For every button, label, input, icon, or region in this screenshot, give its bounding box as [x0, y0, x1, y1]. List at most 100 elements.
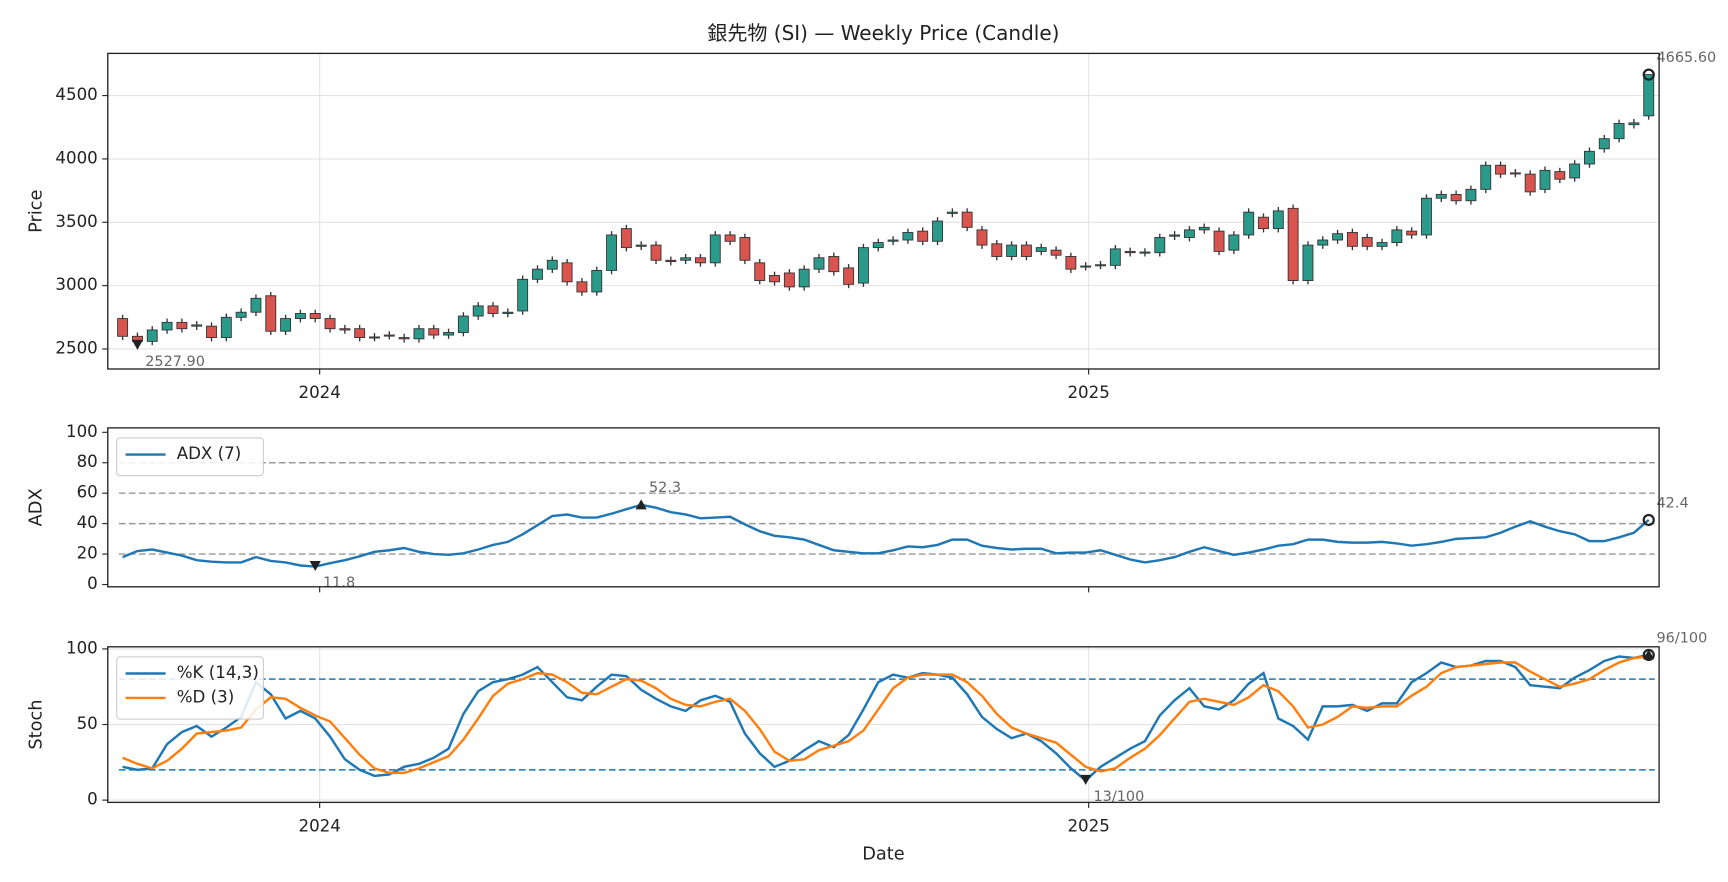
candle-body [872, 242, 884, 249]
candle-body [1346, 231, 1358, 247]
candle-body [635, 244, 647, 247]
y-tick-label: 80 [77, 452, 98, 471]
legend-label: %K (14,3) [177, 663, 259, 682]
candle-body [1495, 164, 1507, 175]
candle-body [1035, 247, 1047, 252]
candle-body [428, 328, 440, 336]
candle-body [502, 311, 514, 314]
annotation: 96/100 [1657, 630, 1708, 646]
candle-body [1213, 230, 1225, 252]
candle-body [561, 262, 573, 283]
y-tick-label: 40 [77, 513, 98, 532]
candle-body [857, 247, 869, 284]
candle-body [1332, 233, 1344, 241]
candle-body [946, 211, 958, 214]
y-tick-label: 4500 [55, 85, 97, 104]
candle-body [1272, 210, 1284, 230]
candle-body [457, 315, 469, 333]
candle-body [1643, 74, 1655, 117]
y-tick-label: 100 [66, 422, 98, 441]
marker-circle [1642, 648, 1655, 662]
candle-body [443, 332, 455, 336]
y-axis-label: Price [26, 190, 47, 233]
candle-body [1302, 244, 1314, 282]
candle-body [1598, 138, 1610, 150]
axes-frame [107, 52, 1660, 370]
x-tick-label: 2025 [1067, 816, 1109, 835]
series-line [122, 655, 1649, 775]
candle-body [1065, 256, 1077, 270]
candle-body [961, 211, 973, 228]
candle-body [932, 220, 943, 242]
candle-body [1509, 172, 1521, 175]
candle-body [280, 318, 292, 332]
x-tick-label: 2025 [1067, 383, 1109, 402]
axes-frame [107, 646, 1660, 804]
candle-body [1154, 237, 1166, 254]
candle-body [695, 257, 706, 264]
candle-body [976, 229, 988, 246]
candle-body [606, 234, 618, 271]
candle-body [1584, 150, 1595, 165]
marker-max [1643, 649, 1655, 660]
candle-body [1020, 244, 1032, 257]
candle-body [1050, 249, 1062, 256]
annotation: 11.8 [323, 575, 355, 591]
candle-body [1539, 169, 1551, 190]
y-tick-label: 100 [66, 638, 98, 657]
candle-body [813, 257, 825, 270]
candle-body [576, 281, 588, 293]
candle-body [339, 328, 351, 331]
series-line [122, 653, 1649, 783]
marker-circle [1642, 513, 1655, 527]
candle-body [191, 324, 203, 327]
candle-body [887, 239, 899, 242]
candle-body [294, 313, 306, 320]
candle-body [1183, 229, 1195, 238]
candle-body [354, 328, 366, 339]
y-tick-label: 0 [87, 574, 98, 593]
marker-circle [1642, 68, 1655, 81]
candle-body [1569, 163, 1581, 179]
candle-body [680, 257, 692, 261]
candle-body [1095, 264, 1106, 267]
candle-body [546, 259, 558, 270]
candle-body [309, 313, 321, 320]
candle-body [250, 297, 262, 313]
annotation: 4665.60 [1657, 50, 1717, 66]
candle-body [1258, 216, 1269, 230]
candle-body [383, 334, 395, 337]
candle-body [1376, 242, 1388, 247]
candle-body [369, 336, 380, 339]
candle-body [709, 234, 721, 264]
candle-body [1169, 234, 1181, 237]
annotation: 13/100 [1093, 789, 1144, 805]
candle-body [798, 268, 810, 288]
annotation: 2527.90 [145, 354, 205, 370]
candle-body [902, 231, 914, 241]
chart-title: 銀先物 (SI) — Weekly Price (Candle) [707, 21, 1059, 45]
candle-body [1421, 197, 1432, 236]
y-axis-label: ADX [26, 488, 47, 526]
candle-body [991, 243, 1003, 257]
candle-body [1406, 230, 1418, 236]
legend: %K (14,3) %D (3) [116, 656, 264, 720]
candle-body [1554, 171, 1566, 180]
candle-body [1450, 193, 1462, 202]
x-tick-label: 2024 [298, 383, 340, 402]
candle-body [1480, 164, 1492, 190]
x-axis-label: Date [862, 844, 904, 865]
candle-body [1361, 237, 1373, 247]
candle-body [235, 311, 247, 318]
candle-body [917, 230, 929, 242]
candle-body [117, 318, 129, 337]
candle-body [265, 295, 277, 332]
marker-min [1080, 774, 1092, 785]
candle-body [1613, 123, 1625, 140]
candle-body [398, 337, 410, 340]
candle-body [413, 328, 425, 340]
legend-box [116, 437, 264, 477]
annotation: 52.3 [649, 480, 681, 496]
series-line [122, 503, 1650, 568]
